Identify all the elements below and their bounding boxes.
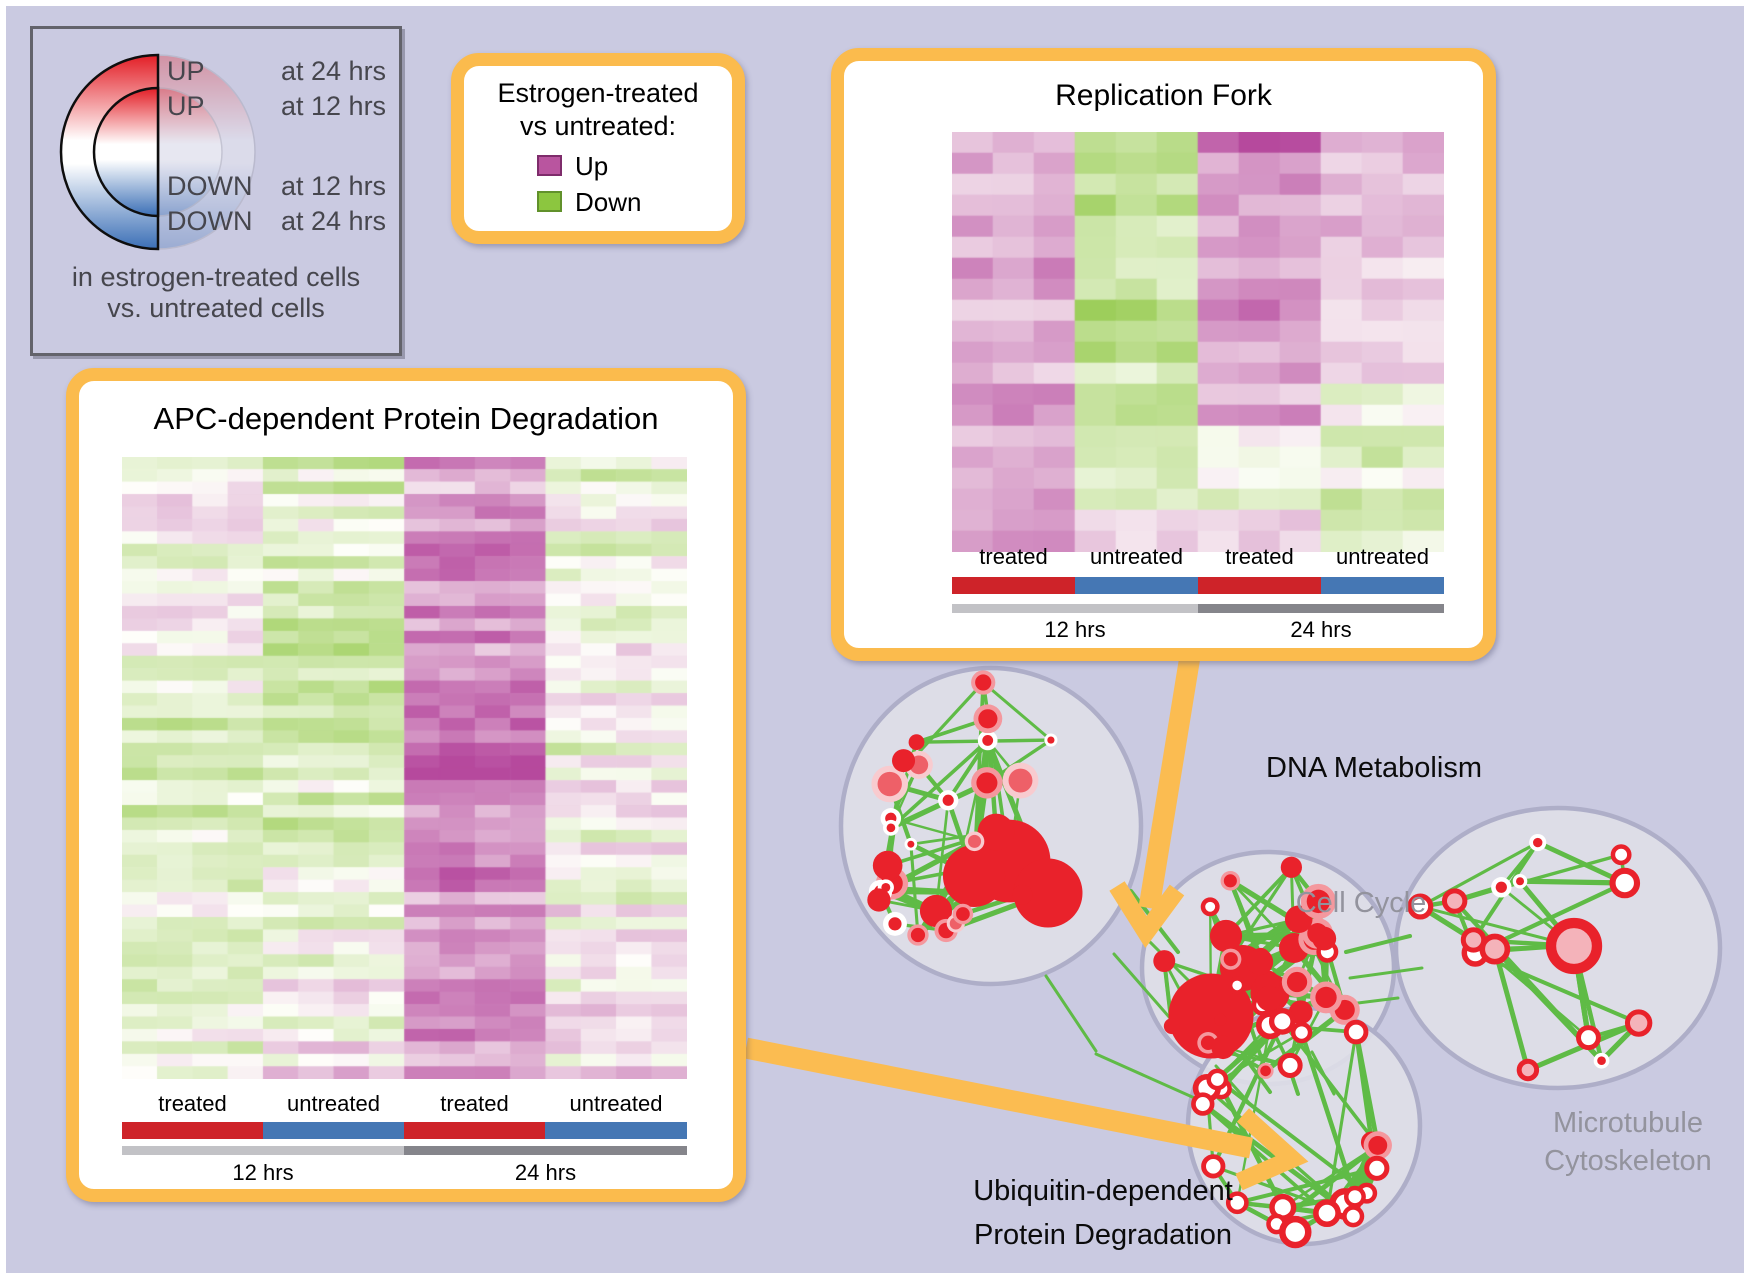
estrogen-color-legend: Estrogen-treated vs untreated: Up Down: [451, 53, 745, 244]
rf-12hrs-bar-icon: [952, 604, 1198, 613]
apc-12hrs-bar-icon: [122, 1146, 404, 1155]
ubiquitin-label-line1: Ubiquitin-dependent: [973, 1175, 1233, 1207]
rf-group-label-1: treated: [979, 544, 1048, 569]
rf-group-label-4: untreated: [1336, 544, 1429, 569]
legend-up24-time: at 24 hrs: [281, 56, 387, 86]
apc-24hrs-label: 24 hrs: [514, 1160, 577, 1185]
apc-group-label-3: treated: [440, 1091, 509, 1116]
microtubule-label-line2: Cytoskeleton: [1544, 1145, 1712, 1177]
legend-up12-time: at 12 hrs: [281, 91, 387, 121]
apc-heatmap: [122, 457, 687, 1079]
updown-ring-legend: UP at 24 hrs UP at 12 hrs DOWN at 12 hrs…: [30, 26, 402, 356]
legend-up24-dir: UP: [167, 56, 205, 86]
apc-group-label-4: untreated: [569, 1091, 663, 1116]
legend-down12-dir: DOWN: [167, 171, 253, 201]
rf-24hrs-bar-icon: [1198, 604, 1444, 613]
apc-12hrs-label: 12 hrs: [232, 1160, 294, 1185]
network-graph: [746, 642, 1723, 1249]
up-swatch-icon: [537, 155, 562, 176]
legend-footer-line2: vs. untreated cells: [107, 293, 325, 323]
apc-untreated-bar-12-icon: [263, 1122, 404, 1139]
apc-treated-bar-24-icon: [404, 1122, 545, 1139]
dna-metabolism-label: DNA Metabolism: [1266, 752, 1482, 784]
rf-untreated-bar-24-icon: [1321, 577, 1444, 594]
rf-24hrs-label: 24 hrs: [1290, 617, 1352, 642]
cell-cycle-label: Cell Cycle: [1295, 887, 1427, 919]
rf-12hrs-label: 12 hrs: [1044, 617, 1106, 642]
estrogen-legend-title-2: vs untreated:: [519, 111, 677, 141]
replication-fork-heatmap: [952, 132, 1444, 552]
legend-item-up: Up: [464, 152, 732, 180]
apc-untreated-bar-24-icon: [545, 1122, 687, 1139]
ubiquitin-label-line2: Protein Degradation: [974, 1219, 1232, 1251]
estrogen-legend-title-1: Estrogen-treated: [497, 78, 699, 108]
apc-group-label-2: untreated: [287, 1091, 380, 1116]
apc-24hrs-bar-icon: [404, 1146, 687, 1155]
legend-up12-dir: UP: [167, 91, 205, 121]
down-label: Down: [575, 187, 642, 217]
down-swatch-icon: [537, 191, 562, 212]
legend-down24-dir: DOWN: [167, 206, 253, 236]
up-label: Up: [575, 151, 609, 181]
legend-item-down: Down: [464, 188, 732, 216]
rf-group-label-3: treated: [1225, 544, 1294, 569]
microtubule-label-line1: Microtubule: [1553, 1107, 1703, 1139]
rf-treated-bar-24-icon: [1198, 577, 1321, 594]
legend-down24-time: at 24 hrs: [281, 206, 387, 236]
rf-treated-bar-12-icon: [952, 577, 1075, 594]
arrow-replication-to-dna-icon: [1109, 642, 1203, 948]
rf-untreated-bar-12-icon: [1075, 577, 1198, 594]
apc-treated-bar-12-icon: [122, 1122, 263, 1139]
replication-fork-title: Replication Fork: [1055, 79, 1272, 112]
microtubule-cytoskeleton-label: Microtubule Cytoskeleton: [1478, 1104, 1744, 1180]
arrow-apc-to-ubiquitin-icon: [746, 1037, 1309, 1191]
rf-group-label-2: untreated: [1090, 544, 1183, 569]
apc-title: APC-dependent Protein Degradation: [153, 401, 659, 436]
legend-footer-line1: in estrogen-treated cells: [71, 262, 361, 292]
replication-fork-panel: Replication Fork treated untreated treat…: [831, 48, 1496, 661]
apc-panel: APC-dependent Protein Degradation treate…: [66, 368, 746, 1202]
updown-ring-icon: [59, 53, 256, 251]
ubiquitin-degradation-label: Ubiquitin-dependent Protein Degradation: [953, 1169, 1253, 1257]
apc-group-label-1: treated: [158, 1091, 227, 1116]
legend-down12-time: at 12 hrs: [281, 171, 387, 201]
